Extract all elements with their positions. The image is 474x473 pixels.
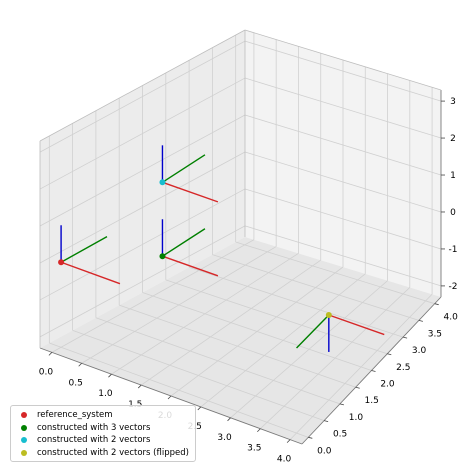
frame-x-axis <box>328 314 385 336</box>
pane-edge <box>244 29 442 91</box>
grid-line <box>39 225 246 338</box>
frame-y-axis <box>162 154 206 183</box>
frame-y-axis <box>162 228 206 257</box>
grid-line <box>119 304 356 388</box>
grid-line <box>39 114 246 227</box>
z-tick-label: 2 <box>450 134 456 144</box>
z-tick-label: 3 <box>450 97 456 107</box>
z-tick-label: -1 <box>449 245 458 255</box>
grid-line <box>244 151 442 213</box>
legend-item: constructed with 2 vectors <box>15 434 191 447</box>
frame-origin-point <box>159 253 166 260</box>
legend-label: reference_system <box>37 410 113 421</box>
grid-line <box>244 77 442 139</box>
y-tick-label: 0.5 <box>333 430 347 440</box>
x-tick-mark <box>108 373 112 378</box>
legend-marker <box>21 437 27 444</box>
frame-x-axis <box>162 181 219 203</box>
x-tick-mark <box>137 384 142 389</box>
frame-x-axis <box>60 261 121 285</box>
grid-lines <box>39 32 442 440</box>
grid-line <box>165 279 388 355</box>
grid-line <box>39 77 246 190</box>
y-tick-label: 0.0 <box>317 446 332 456</box>
legend-label: constructed with 3 vectors <box>37 422 151 433</box>
legend-item: constructed with 2 vectors (flipped) <box>15 447 191 460</box>
x-tick-mark <box>286 439 291 443</box>
legend-marker <box>21 424 27 431</box>
x-tick-label: 4.0 <box>277 455 292 465</box>
grid-line <box>39 188 246 301</box>
x-tick-label: 3.0 <box>217 433 232 443</box>
y-tick-label: 2.0 <box>380 380 395 390</box>
grid-line <box>49 342 309 438</box>
x-tick-label: 1.0 <box>98 389 113 399</box>
frame-y-axis <box>296 314 330 349</box>
tick-marks <box>48 100 445 443</box>
z-tick-label: 1 <box>450 171 456 181</box>
y-tick-mark <box>308 436 313 439</box>
coordinate-frame <box>159 219 219 277</box>
y-tick-mark <box>402 336 408 339</box>
coordinate-frames <box>58 145 385 352</box>
frame-x-axis <box>162 255 219 277</box>
grid-line <box>72 329 325 421</box>
legend-item: reference_system <box>15 409 191 422</box>
y-tick-mark <box>339 403 345 406</box>
coordinate-frame <box>159 145 219 203</box>
x-tick-mark <box>227 417 231 422</box>
y-tick-label: 3.0 <box>412 346 427 356</box>
pane-floor <box>40 237 441 444</box>
x-tick-mark <box>257 428 261 433</box>
grid-line <box>244 188 442 250</box>
x-tick-mark <box>78 362 82 367</box>
legend-label: constructed with 2 vectors (flipped) <box>37 447 189 458</box>
z-tick-labels: -2 -1 0 1 2 3 <box>449 97 458 292</box>
y-tick-label: 1.0 <box>349 413 364 423</box>
y-tick-mark <box>371 370 376 372</box>
y-tick-mark <box>434 303 439 306</box>
frame-origin-point <box>325 311 332 318</box>
grid-line <box>244 225 442 287</box>
grid-line <box>235 241 435 305</box>
grid-line <box>39 151 246 264</box>
coordinate-frame <box>58 225 121 285</box>
legend: reference_system constructed with 3 vect… <box>10 405 196 462</box>
legend-marker <box>21 449 27 456</box>
x-tick-label: 0.5 <box>69 378 83 388</box>
legend-marker <box>21 412 27 419</box>
x-tick-mark <box>197 406 202 411</box>
y-tick-mark <box>387 353 392 356</box>
grid-line <box>244 114 442 176</box>
grid-line <box>188 266 404 338</box>
y-tick-label: 1.5 <box>365 396 379 406</box>
y-tick-label: 3.5 <box>428 329 442 339</box>
pane-edge <box>39 29 246 142</box>
z-tick-label: -2 <box>449 282 458 292</box>
x-tick-mark <box>167 395 172 400</box>
grid-line <box>244 40 442 102</box>
x-tick-label: 3.5 <box>247 444 261 454</box>
legend-item: constructed with 3 vectors <box>15 422 191 435</box>
grid-line <box>142 292 372 371</box>
frame-origin-point <box>58 259 65 266</box>
grid-line <box>39 40 246 153</box>
y-tick-label: 2.5 <box>396 363 410 373</box>
y-tick-mark <box>355 386 360 389</box>
legend-label: constructed with 2 vectors <box>37 435 151 446</box>
y-tick-mark <box>418 319 423 322</box>
x-tick-label: 0.0 <box>39 367 54 377</box>
grid-line <box>212 254 420 321</box>
frame-y-axis <box>60 236 108 263</box>
y-tick-mark <box>324 420 329 423</box>
grid-line <box>95 317 341 405</box>
x-tick-mark <box>48 352 53 356</box>
y-tick-labels: 0.00.51.01.52.02.53.03.54.0 <box>317 313 458 457</box>
frame-origin-point <box>159 179 166 186</box>
coordinate-frame <box>296 311 385 352</box>
y-tick-label: 4.0 <box>444 313 459 323</box>
z-tick-label: 0 <box>450 208 456 218</box>
